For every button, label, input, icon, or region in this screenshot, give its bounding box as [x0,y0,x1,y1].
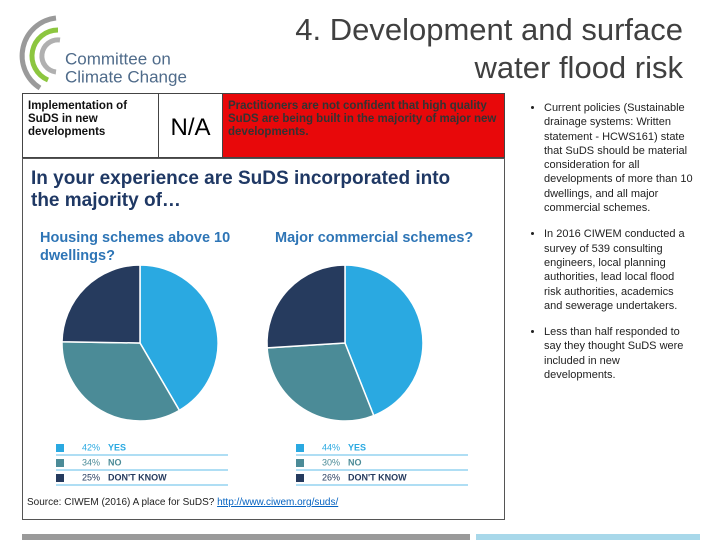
source-link[interactable]: http://www.ciwem.org/suds/ [217,497,339,508]
bullet: Current policies (Sustainable drainage s… [544,101,694,215]
bullet: In 2016 CIWEM conducted a survey of 539 … [544,227,694,313]
legend-label: NO [108,457,122,467]
pie-slice [61,264,141,344]
legend-label: DON'T KNOW [348,472,407,482]
footer-bar [22,534,470,540]
legend-label: DON'T KNOW [108,472,167,482]
legend-swatch [296,444,304,452]
legend-swatch [56,474,64,482]
legend-swatch [56,459,64,467]
table-cell: N/A [158,93,223,158]
bullet: Less than half responded to say they tho… [544,325,694,382]
legend-value: 25% [82,472,100,482]
legend-value: 34% [82,457,100,467]
chart-panel [22,158,505,520]
pie-slice [139,264,219,412]
legend-label: YES [348,442,366,452]
logo-text: Climate Change [65,67,187,86]
pie-title: Major commercial schemes? [275,230,474,246]
legend-swatch [296,459,304,467]
table-cell: Implementation of SuDS in new developmen… [22,93,159,158]
legend-value: 26% [322,472,340,482]
slide-title: water flood risk [474,50,683,85]
pie-slice [344,264,424,417]
source-text: Source: CIWEM (2016) A place for SuDS? [27,497,215,508]
footer-bar [476,534,700,540]
legend-label: YES [108,442,126,452]
legend-value: 44% [322,442,340,452]
legend-swatch [296,474,304,482]
logo-text: Committee on [65,49,171,68]
table-cell: Practitioners are not confident that hig… [222,93,505,158]
legend-value: 30% [322,457,340,467]
pie-slice [266,342,375,422]
legend-swatch [56,444,64,452]
logo-mark [19,15,61,91]
legend-value: 42% [82,442,100,452]
source: Source: CIWEM (2016) A place for SuDS? h… [27,497,338,508]
bullet-list: Current policies (Sustainable drainage s… [527,101,694,394]
pie-slice [266,264,346,349]
legend-label: NO [348,457,362,467]
chart-heading: In your experience are SuDS incorporated… [31,168,451,212]
pie-title: Housing schemes above 10 dwellings? [40,230,231,265]
pie-slice [61,341,181,422]
slide-title: 4. Development and surface [295,12,683,47]
